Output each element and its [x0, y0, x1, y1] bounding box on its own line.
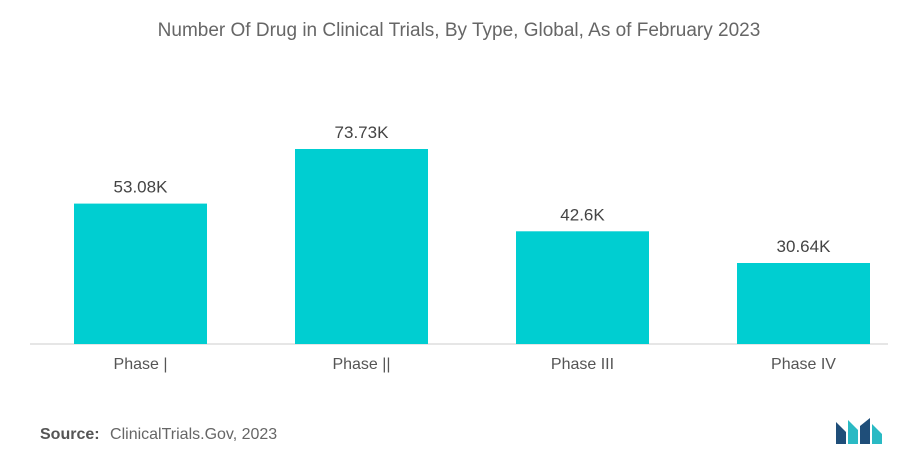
source-text: ClinicalTrials.Gov, 2023 [110, 426, 278, 443]
bar-3 [516, 231, 649, 344]
data-label-4: 30.64K [777, 237, 832, 256]
bars-layer: 53.08K Phase | 73.73K Phase || 42.6K Phase II… [74, 123, 870, 373]
mordor-intelligence-logo-icon [836, 418, 882, 444]
data-label-3: 42.6K [560, 205, 605, 224]
data-label-1: 53.08K [114, 178, 169, 197]
chart-title: Number Of Drug in Clinical Trials, By Ty… [157, 20, 761, 41]
category-label-1: Phase | [114, 356, 168, 373]
category-label-3: Phase III [551, 356, 614, 373]
data-label-2: 73.73K [335, 123, 390, 142]
bar-4 [737, 263, 870, 344]
bar-2 [295, 149, 428, 344]
source-label: Source: [40, 426, 100, 443]
category-label-2: Phase || [332, 356, 390, 373]
source-note: Source: ClinicalTrials.Gov, 2023 [40, 426, 277, 444]
bar-1 [74, 203, 207, 344]
category-label-4: Phase IV [771, 356, 836, 373]
